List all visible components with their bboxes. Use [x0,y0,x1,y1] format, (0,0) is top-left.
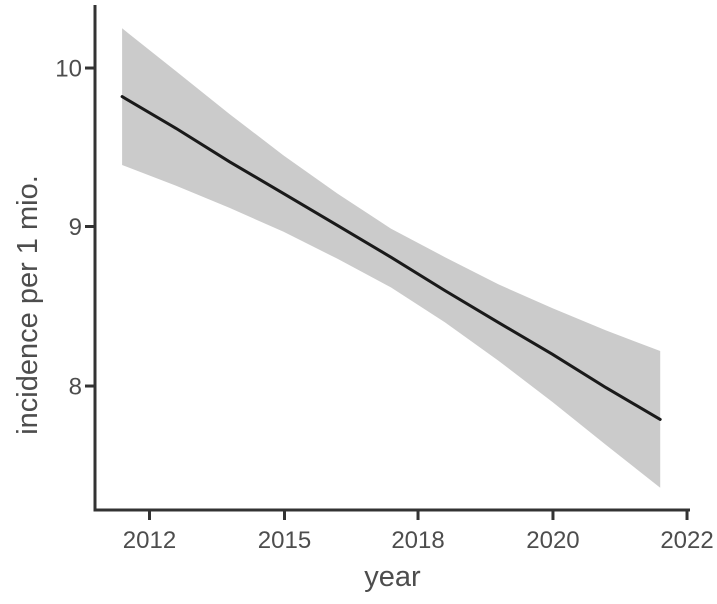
y-tick-label: 8 [69,373,82,400]
y-tick-label: 9 [69,214,82,241]
y-tick-label: 10 [55,55,82,82]
x-tick-label: 2015 [258,527,311,554]
fit-line [120,95,662,421]
x-tick-label: 2018 [391,527,444,554]
x-tick-label: 2020 [526,527,579,554]
x-tick-label: 2012 [123,527,176,554]
x-axis-title: year [364,561,421,593]
x-tick-label: 2022 [660,527,713,554]
y-axis-title: incidence per 1 mio. [12,175,44,435]
